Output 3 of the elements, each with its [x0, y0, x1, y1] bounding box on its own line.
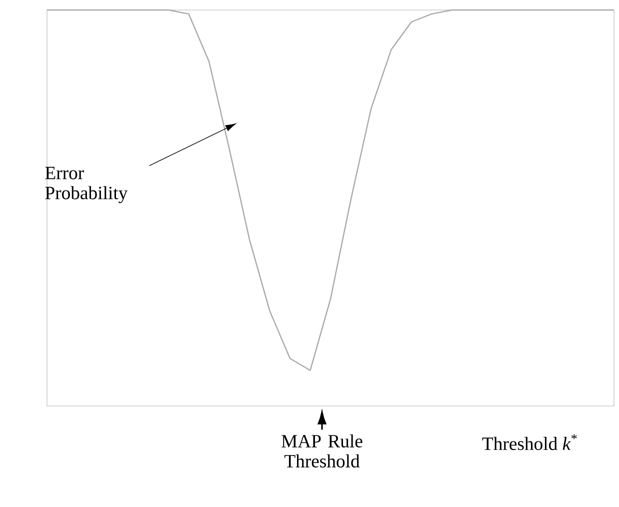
- annotation: Error Probability: [45, 166, 128, 204]
- x-axis-title: Threshold k$^{*}$: [482, 434, 577, 450]
- text: MAP Rule Threshold: [282, 434, 362, 468]
